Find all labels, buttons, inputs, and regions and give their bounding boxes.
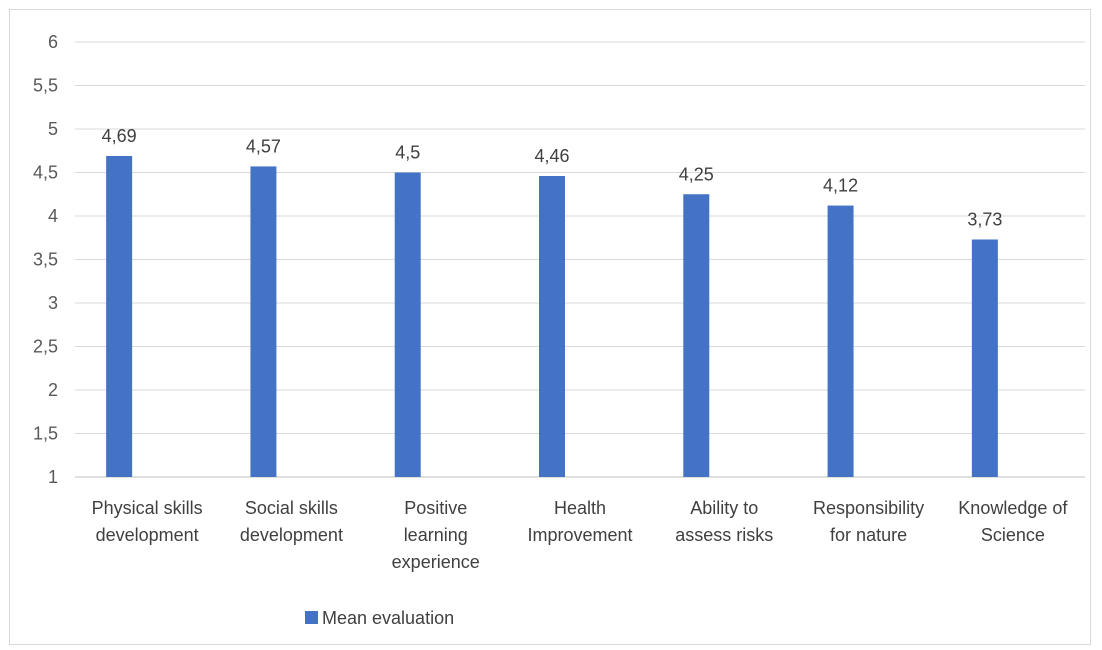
legend: Mean evaluation: [305, 608, 454, 628]
data-label: 4,69: [102, 126, 137, 146]
y-tick-label: 4: [48, 206, 58, 226]
data-label: 4,25: [679, 164, 714, 184]
bar: [539, 175, 565, 478]
data-label: 4,12: [823, 176, 858, 196]
data-label: 4,46: [534, 146, 569, 166]
data-label: 4,5: [395, 143, 420, 163]
bar: [683, 194, 710, 477]
y-tick-label: 6: [48, 32, 58, 52]
x-tick-label: Knowledge of Science: [958, 498, 1068, 545]
bar: [827, 205, 854, 477]
bar: [971, 239, 998, 477]
y-tick-label: 2: [48, 380, 58, 400]
x-tick-label: Ability to assess risks: [675, 498, 773, 545]
y-tick-label: 2,5: [33, 337, 58, 357]
y-tick-label: 5,5: [33, 76, 58, 96]
data-label: 3,73: [967, 209, 1002, 229]
y-tick-label: 1: [48, 467, 58, 487]
gridlines: [75, 41, 1085, 478]
legend-swatch: [305, 611, 318, 624]
bars: [106, 155, 998, 478]
bar: [106, 155, 133, 477]
y-tick-label: 3: [48, 293, 58, 313]
bar: [250, 166, 277, 477]
x-tick-label: Social skills development: [240, 498, 343, 545]
y-tick-label: 5: [48, 119, 58, 139]
x-tick-label: Physical skills development: [92, 498, 203, 545]
x-tick-label: Responsibility for nature: [813, 498, 924, 545]
bar: [394, 172, 421, 477]
legend-label: Mean evaluation: [322, 608, 454, 628]
y-tick-label: 1,5: [33, 424, 58, 444]
data-labels: 4,69 4,57 4,5 4,46 4,25 4,12 3,73: [102, 126, 1003, 230]
x-tick-label: Health Improvement: [527, 498, 632, 545]
y-axis: 1 1,5 2 2,5 3 3,5 4 4,5 5 5,5 6: [33, 32, 58, 487]
y-tick-label: 3,5: [33, 250, 58, 270]
x-axis: Physical skills development Social skills d…: [92, 498, 1069, 572]
y-tick-label: 4,5: [33, 163, 58, 183]
x-tick-label: Positive learning experience: [392, 498, 480, 572]
data-label: 4,57: [246, 136, 281, 156]
